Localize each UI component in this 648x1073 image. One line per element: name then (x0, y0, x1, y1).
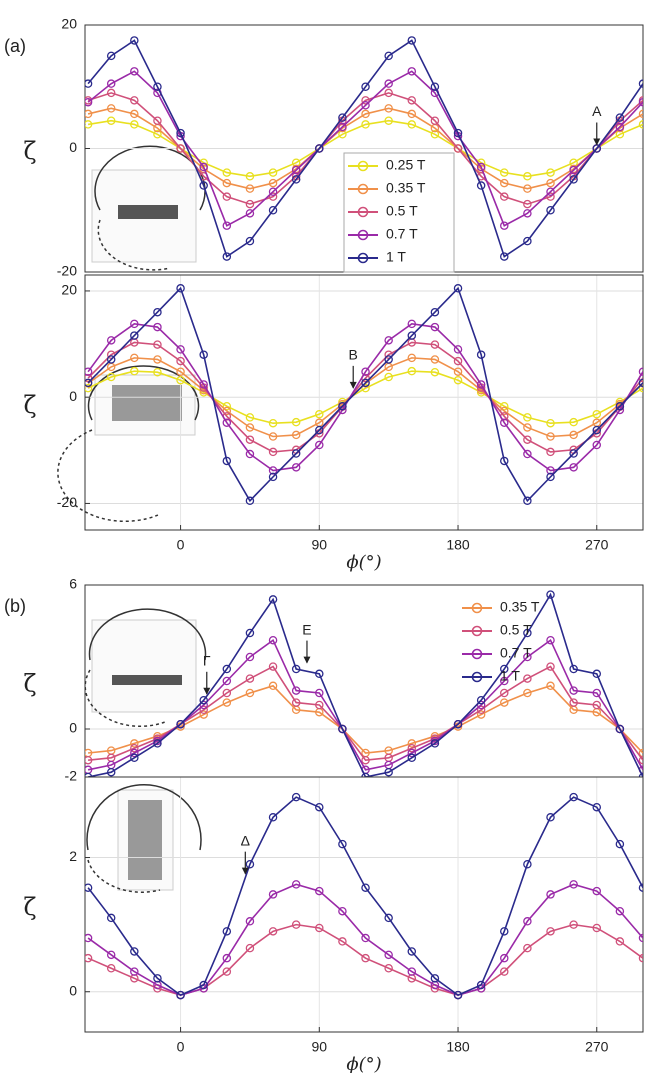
x-tick-label: 0 (177, 1039, 185, 1055)
y-axis-label: ζ (23, 893, 36, 921)
series-line (88, 925, 643, 995)
annotation: E (302, 621, 311, 637)
y-tick-label: -20 (57, 263, 77, 279)
annotation-arrowhead (303, 657, 310, 664)
x-tick-label: 90 (312, 537, 328, 553)
x-tick-label: 180 (446, 537, 470, 553)
legend-label: 0.7 T (386, 226, 418, 242)
x-axis-label: ϕ(°) (346, 1054, 381, 1073)
x-tick-label: 0 (177, 537, 185, 553)
annotation: A (592, 103, 602, 119)
y-axis-label: ζ (23, 670, 36, 698)
legend-label: 1 T (386, 249, 406, 265)
annotation: Γ (203, 653, 211, 669)
legend-label: 0.5 T (500, 622, 532, 638)
x-tick-label: 90 (312, 1039, 328, 1055)
annotation: B (349, 347, 358, 363)
legend-label: 0.35 T (500, 599, 540, 615)
y-tick-label: -20 (57, 494, 77, 510)
panel-label: (a) (4, 36, 26, 56)
panel-label: (b) (4, 596, 26, 616)
inset-molecule (112, 675, 182, 685)
y-axis-label: ζ (23, 391, 36, 419)
inset-molecule (92, 620, 196, 712)
x-tick-label: 180 (446, 1039, 470, 1055)
y-tick-label: 20 (61, 282, 77, 298)
y-axis-label: ζ (23, 137, 36, 165)
inset-molecule (128, 800, 162, 880)
legend-label: 0.35 T (386, 180, 426, 196)
y-tick-label: 0 (69, 139, 77, 155)
y-tick-label: 6 (69, 576, 77, 592)
legend-label: 0.7 T (500, 645, 532, 661)
x-tick-label: 270 (585, 537, 609, 553)
y-tick-label: 2 (69, 848, 77, 864)
legend-label: 0.5 T (386, 203, 418, 219)
annotation: Δ (241, 832, 250, 848)
y-tick-label: 0 (69, 982, 77, 998)
y-tick-label: 0 (69, 388, 77, 404)
legend-label: 0.25 T (386, 157, 426, 173)
y-tick-label: -2 (65, 768, 78, 784)
figure: -20020ζ(a)A0.25 T0.35 T0.5 T0.7 T1 T-200… (0, 0, 648, 1073)
y-tick-label: 0 (69, 720, 77, 736)
x-tick-label: 270 (585, 1039, 609, 1055)
inset-molecule (112, 385, 182, 421)
y-tick-label: 20 (61, 16, 77, 32)
inset-molecule (118, 205, 178, 219)
series-line (88, 884, 643, 995)
insets (58, 146, 206, 892)
x-axis-label: ϕ(°) (346, 552, 381, 573)
legend-label: 1 T (500, 668, 520, 684)
